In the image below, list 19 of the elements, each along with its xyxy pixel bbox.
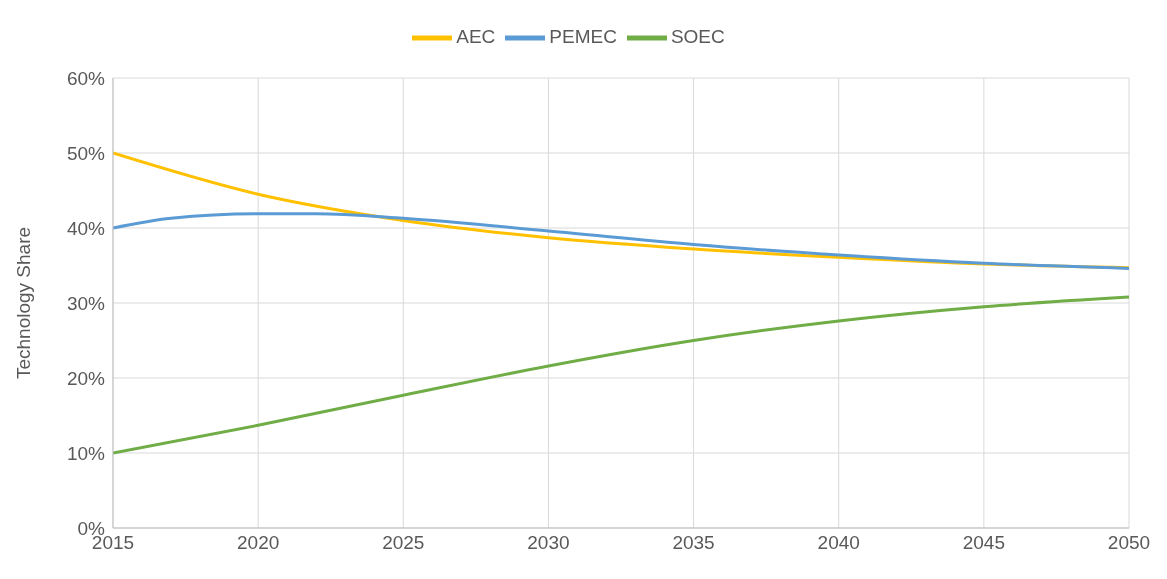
legend-label: AEC xyxy=(456,26,496,48)
x-tick-label: 2035 xyxy=(672,532,715,554)
y-tick-label: 20% xyxy=(66,367,106,389)
y-tick-label: 10% xyxy=(66,442,106,464)
x-tick-label: 2045 xyxy=(962,532,1005,554)
x-tick-label: 2050 xyxy=(1107,532,1151,554)
legend-label: SOEC xyxy=(670,26,725,48)
line-series xyxy=(113,295,1129,455)
x-tick-label: 2025 xyxy=(382,532,425,554)
y-tick-label: 40% xyxy=(66,217,106,239)
legend-label: PEMEC xyxy=(549,26,617,48)
y-axis-title: Technology Share xyxy=(12,226,34,380)
y-tick-label: 30% xyxy=(66,292,106,314)
y-tick-label: 60% xyxy=(66,67,106,89)
y-tick-label: 50% xyxy=(66,142,106,164)
line-series xyxy=(113,212,1129,270)
x-tick-label: 2020 xyxy=(237,532,280,554)
x-tick-label: 2040 xyxy=(817,532,860,554)
x-tick-label: 2030 xyxy=(527,532,570,554)
